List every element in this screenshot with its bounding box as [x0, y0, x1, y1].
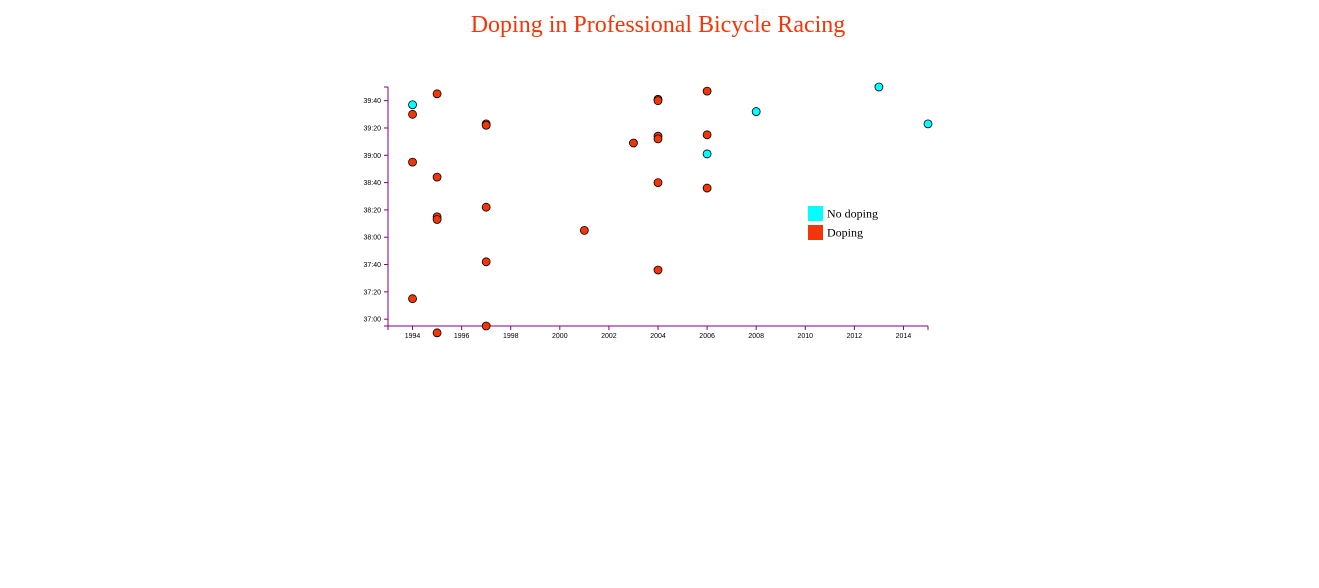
- legend: No doping Doping: [808, 206, 878, 240]
- y-tick-label: 37:40: [363, 262, 381, 269]
- data-point-doping[interactable]: [629, 138, 638, 148]
- y-tick-label: 37:00: [363, 317, 381, 324]
- legend-swatch: [808, 225, 823, 240]
- data-point-doping[interactable]: [481, 120, 491, 130]
- data-points: [408, 82, 933, 338]
- x-tick-label: 1994: [405, 333, 421, 340]
- x-tick-label: 2006: [699, 333, 715, 340]
- data-point-doping[interactable]: [432, 172, 442, 182]
- legend-swatch: [808, 206, 823, 221]
- y-tick-label: 39:00: [363, 153, 381, 160]
- data-point-doping[interactable]: [579, 225, 589, 235]
- data-point-doping[interactable]: [408, 157, 417, 167]
- data-point-no-doping[interactable]: [874, 82, 884, 92]
- x-tick-label: 2014: [896, 333, 912, 340]
- x-tick-label: 2002: [601, 333, 617, 340]
- data-point-no-doping[interactable]: [923, 119, 933, 129]
- data-point-no-doping[interactable]: [751, 107, 761, 116]
- data-point-doping[interactable]: [481, 257, 491, 267]
- y-axis: 37:00 37:20 37:40 38:00 38:20 38:40 39:00 39:20…: [363, 86, 389, 327]
- x-tick-label: 2008: [748, 333, 764, 340]
- x-tick-label: 2000: [552, 333, 568, 340]
- legend-label: Doping: [827, 226, 863, 240]
- x-tick-label: 1996: [454, 333, 470, 340]
- y-tick-label: 37:20: [363, 289, 381, 296]
- chart-title: Doping in Professional Bicycle Racing: [470, 12, 846, 38]
- data-point-doping[interactable]: [702, 183, 712, 193]
- x-tick-label: 1998: [503, 333, 519, 340]
- data-point-doping[interactable]: [481, 321, 491, 331]
- y-tick-label: 38:20: [363, 207, 381, 214]
- data-point-no-doping[interactable]: [702, 149, 712, 159]
- data-point-doping[interactable]: [432, 215, 442, 224]
- x-tick-label: 2004: [650, 333, 666, 340]
- x-axis: 1994 1996 1998 2000 2002 2004 2006 2008 2010 2012…: [387, 325, 929, 340]
- data-point-doping[interactable]: [481, 202, 491, 212]
- data-point-doping[interactable]: [653, 265, 663, 275]
- data-point-doping[interactable]: [408, 294, 417, 304]
- data-point-doping[interactable]: [702, 86, 712, 96]
- x-tick-label: 2010: [797, 333, 813, 340]
- y-tick-label: 39:20: [363, 125, 381, 132]
- data-point-doping[interactable]: [432, 89, 442, 99]
- legend-label: No doping: [827, 207, 878, 221]
- data-point-doping[interactable]: [653, 178, 663, 188]
- x-tick-label: 2012: [847, 333, 863, 340]
- data-point-doping[interactable]: [408, 109, 417, 119]
- y-tick-label: 39:40: [363, 98, 381, 105]
- data-point-no-doping[interactable]: [408, 100, 417, 110]
- data-point-doping[interactable]: [653, 134, 663, 144]
- y-tick-label: 38:00: [363, 235, 381, 242]
- y-tick-label: 38:40: [363, 180, 381, 187]
- data-point-doping[interactable]: [432, 328, 442, 338]
- data-point-doping[interactable]: [702, 130, 712, 140]
- data-point-doping[interactable]: [653, 96, 663, 106]
